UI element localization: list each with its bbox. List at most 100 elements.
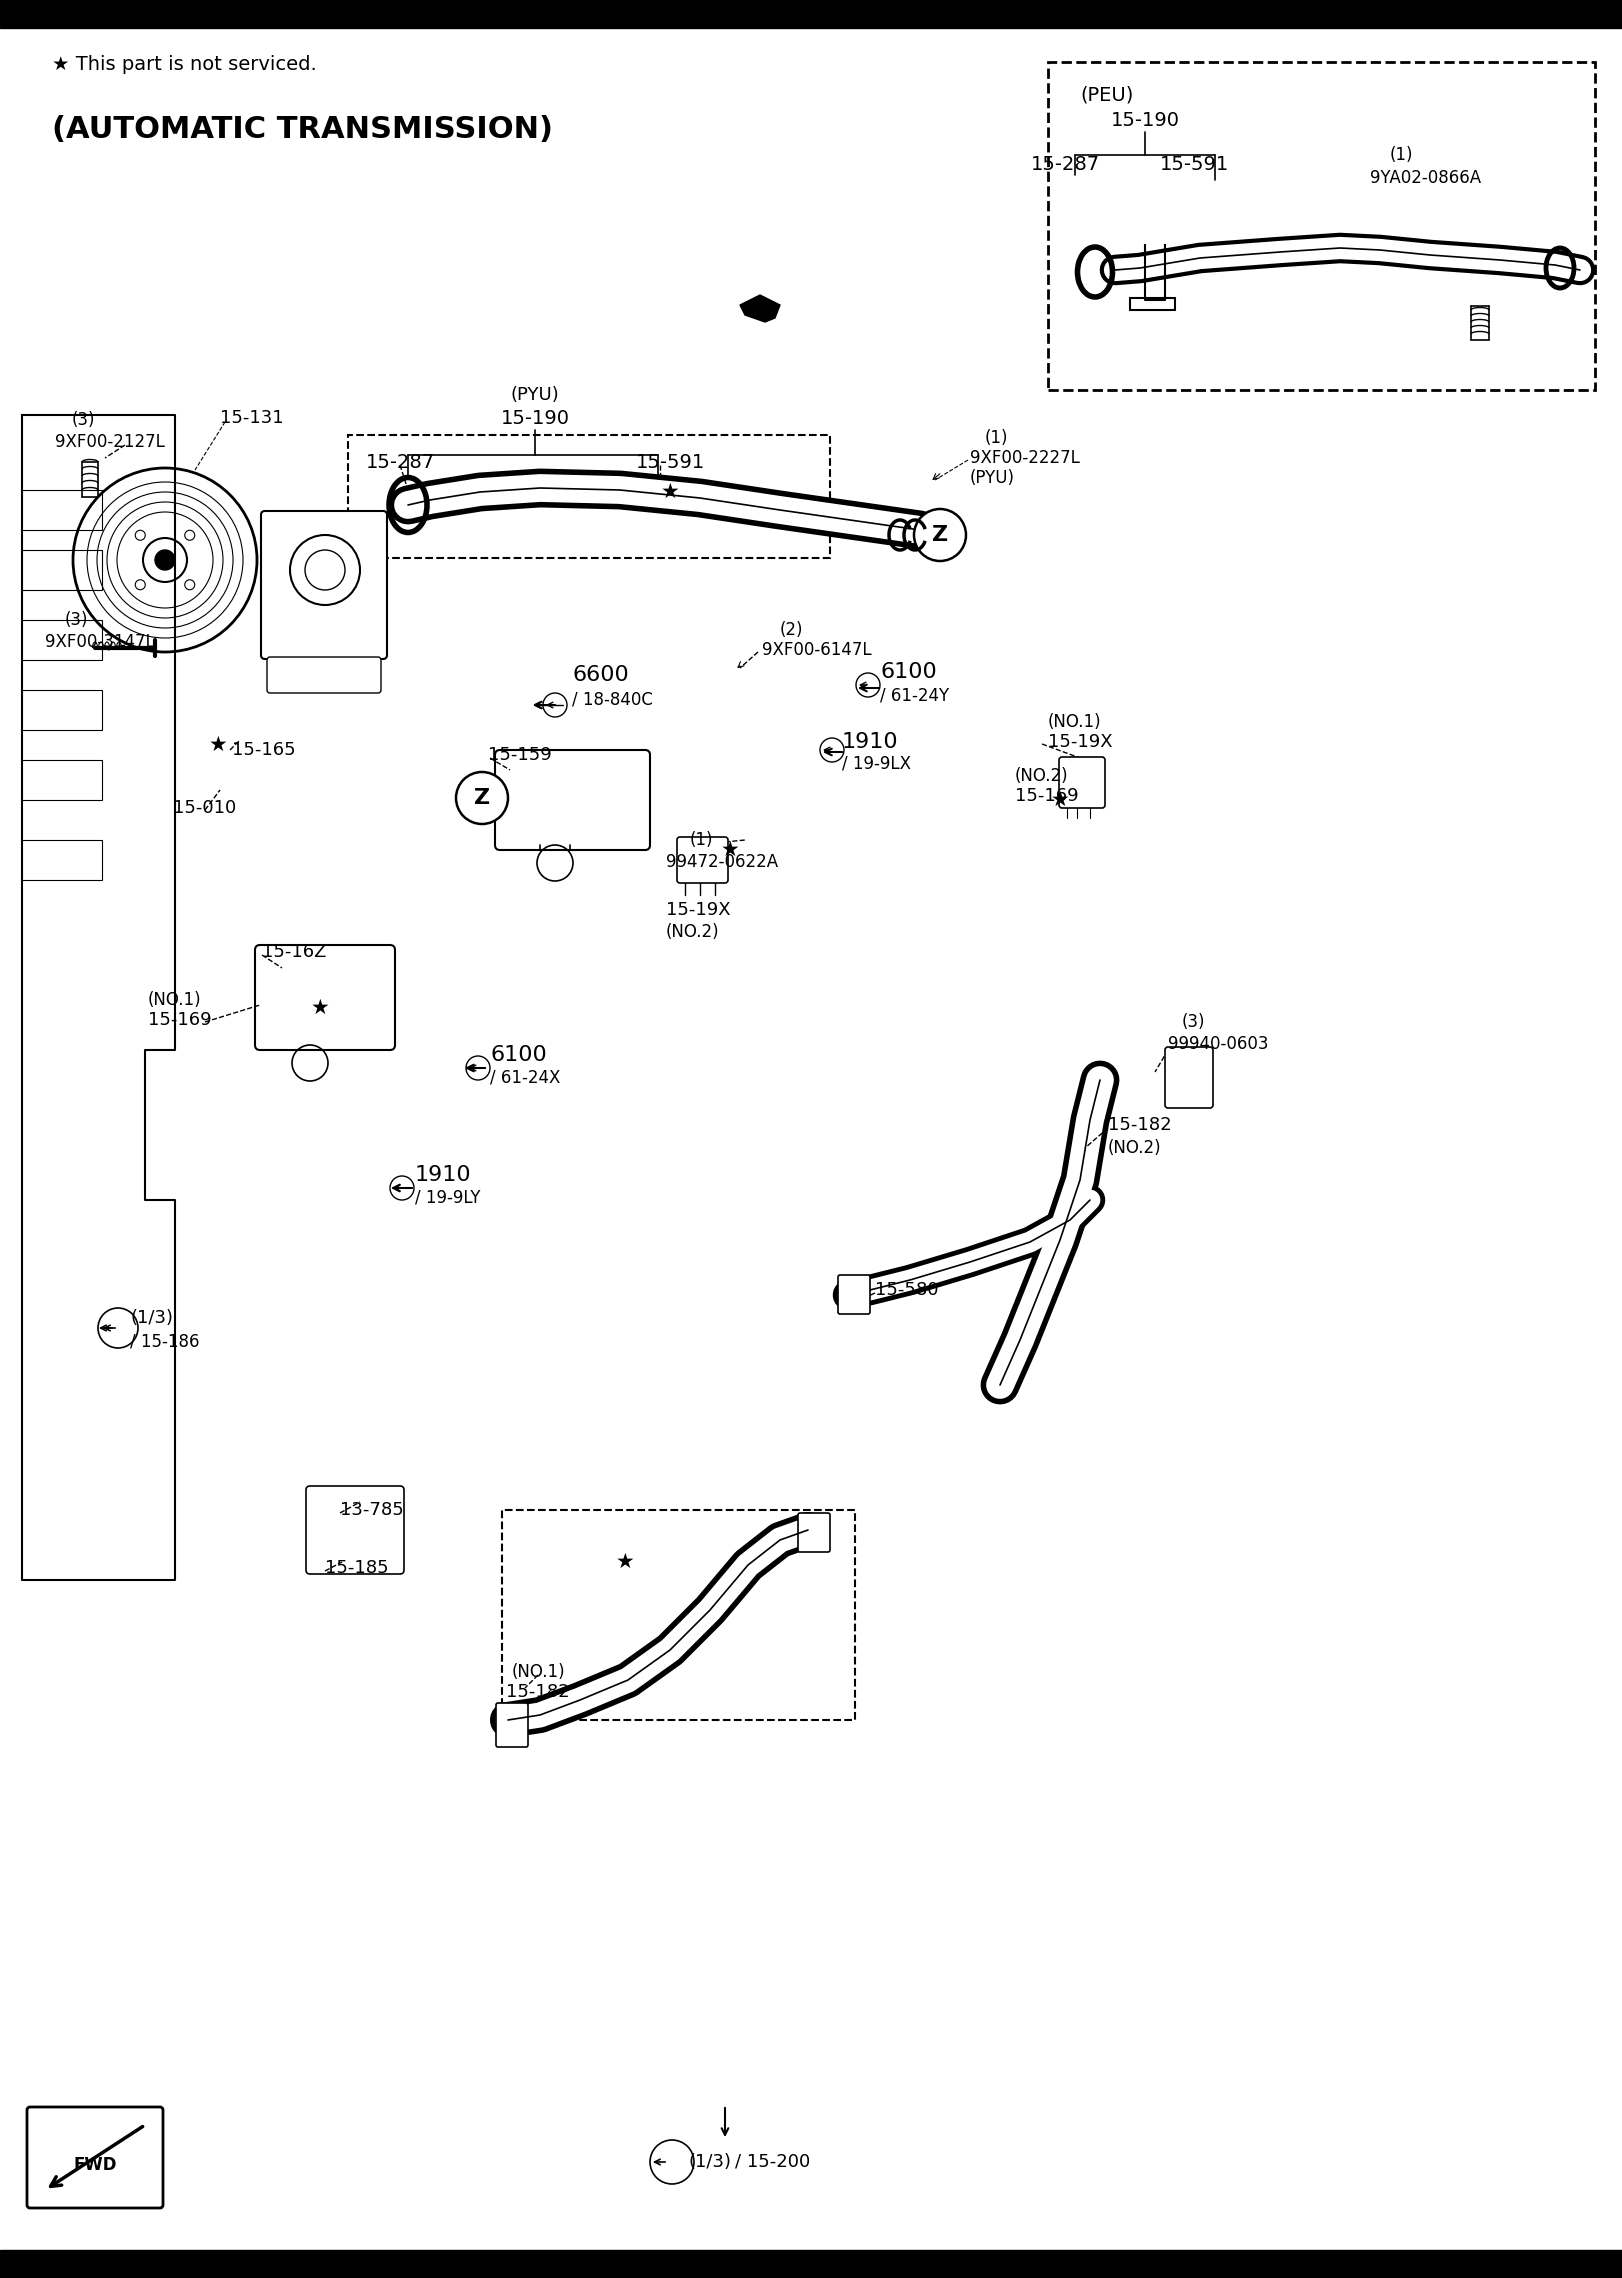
Bar [0, 0, 1622, 27]
FancyBboxPatch shape [1059, 756, 1105, 809]
Circle shape [456, 772, 508, 825]
Text: / 15-200: / 15-200 [735, 2153, 811, 2171]
Text: 9XF00-6147L: 9XF00-6147L [762, 640, 871, 658]
Text: 15-19X: 15-19X [1048, 734, 1113, 752]
Text: 15-287: 15-287 [365, 453, 435, 472]
Bar [501, 1510, 855, 1720]
Text: 13-785: 13-785 [341, 1501, 404, 1519]
Text: 15-169: 15-169 [1015, 786, 1079, 804]
Text: (1/3): (1/3) [130, 1310, 174, 1328]
Text: 9XF00-3147L: 9XF00-3147L [45, 633, 154, 652]
Bar [0, 2251, 1622, 2278]
Text: / 61-24Y: / 61-24Y [881, 688, 949, 704]
FancyBboxPatch shape [1165, 1048, 1213, 1107]
Text: (3): (3) [65, 611, 89, 629]
Text: (PYU): (PYU) [511, 385, 560, 403]
Text: ★ This part is not serviced.: ★ This part is not serviced. [52, 55, 316, 75]
Text: 15-131: 15-131 [221, 410, 284, 426]
Text: / 18-840C: / 18-840C [573, 690, 654, 708]
Text: 15-182: 15-182 [506, 1683, 569, 1702]
Text: 1910: 1910 [842, 731, 899, 752]
Text: 15-185: 15-185 [324, 1558, 389, 1576]
Text: 99472-0622A: 99472-0622A [667, 852, 779, 870]
Text: / 61-24X: / 61-24X [490, 1068, 560, 1087]
Text: (1): (1) [985, 428, 1009, 446]
Bar [23, 549, 102, 590]
Text: Z: Z [474, 788, 490, 809]
Circle shape [135, 531, 146, 540]
Text: 15-165: 15-165 [232, 740, 295, 759]
Bar [23, 620, 102, 661]
Circle shape [156, 549, 175, 570]
Text: ★: ★ [209, 736, 227, 754]
Text: 15-19X: 15-19X [667, 902, 730, 918]
Text: (3): (3) [71, 410, 96, 428]
Polygon shape [740, 294, 780, 321]
Text: ★: ★ [616, 1551, 634, 1572]
Text: 15-287: 15-287 [1030, 155, 1100, 175]
Text: / 19-9LY: / 19-9LY [415, 1189, 480, 1207]
FancyBboxPatch shape [496, 1704, 529, 1747]
Bar [23, 690, 102, 729]
FancyBboxPatch shape [307, 1485, 404, 1574]
Text: 9YA02-0866A: 9YA02-0866A [1371, 169, 1481, 187]
Text: 6100: 6100 [881, 663, 938, 681]
Text: (NO.2): (NO.2) [1015, 768, 1069, 786]
Text: (PYU): (PYU) [970, 469, 1015, 487]
FancyBboxPatch shape [255, 945, 396, 1050]
Text: (NO.1): (NO.1) [511, 1663, 564, 1681]
Text: 99940-0603: 99940-0603 [1168, 1034, 1268, 1052]
Bar [1048, 62, 1594, 390]
Circle shape [135, 579, 146, 590]
Text: FWD: FWD [73, 2155, 117, 2173]
Text: 15-010: 15-010 [174, 800, 237, 818]
Text: 15-159: 15-159 [488, 745, 551, 763]
Text: 15-591: 15-591 [636, 453, 704, 472]
Text: / 19-9LX: / 19-9LX [842, 754, 912, 772]
Text: / 15-186: / 15-186 [130, 1333, 200, 1351]
Text: 15-169: 15-169 [148, 1011, 211, 1030]
Text: 15-182: 15-182 [1108, 1116, 1171, 1134]
FancyBboxPatch shape [839, 1276, 869, 1314]
Bar [23, 490, 102, 531]
FancyBboxPatch shape [676, 836, 728, 884]
Text: (NO.2): (NO.2) [667, 923, 720, 941]
Text: 6100: 6100 [490, 1046, 547, 1066]
Text: 15-580: 15-580 [874, 1280, 939, 1298]
Text: ★: ★ [660, 483, 680, 501]
Text: (2): (2) [780, 622, 803, 640]
Text: Z: Z [933, 524, 949, 544]
Text: (NO.2): (NO.2) [1108, 1139, 1161, 1157]
Text: 15-591: 15-591 [1160, 155, 1229, 175]
Circle shape [915, 508, 967, 560]
Text: 15-190: 15-190 [1111, 112, 1179, 130]
Text: Z: Z [474, 788, 490, 809]
Text: 15-190: 15-190 [501, 408, 569, 428]
Bar [349, 435, 830, 558]
Text: 6600: 6600 [573, 665, 629, 686]
Text: (NO.1): (NO.1) [148, 991, 201, 1009]
Text: ★: ★ [720, 841, 740, 861]
Text: (1/3): (1/3) [688, 2153, 732, 2171]
FancyBboxPatch shape [495, 749, 650, 850]
FancyBboxPatch shape [798, 1513, 830, 1551]
FancyBboxPatch shape [28, 2107, 162, 2207]
Text: (3): (3) [1182, 1014, 1205, 1032]
Text: (1): (1) [1390, 146, 1413, 164]
Text: (AUTOMATIC TRANSMISSION): (AUTOMATIC TRANSMISSION) [52, 116, 553, 144]
Circle shape [185, 531, 195, 540]
Text: (1): (1) [689, 831, 714, 850]
Text: ★: ★ [1051, 790, 1069, 811]
Text: (PEU): (PEU) [1080, 87, 1134, 105]
Text: 9XF00-2227L: 9XF00-2227L [970, 449, 1080, 467]
Text: 9XF00-2127L: 9XF00-2127L [55, 433, 165, 451]
Circle shape [185, 579, 195, 590]
Bar [23, 841, 102, 879]
Text: ★: ★ [311, 998, 329, 1018]
Text: 1910: 1910 [415, 1164, 472, 1185]
Text: 15-16Z: 15-16Z [263, 943, 326, 961]
Bar [23, 761, 102, 800]
FancyBboxPatch shape [261, 510, 388, 658]
FancyBboxPatch shape [268, 656, 381, 693]
Text: (NO.1): (NO.1) [1048, 713, 1101, 731]
